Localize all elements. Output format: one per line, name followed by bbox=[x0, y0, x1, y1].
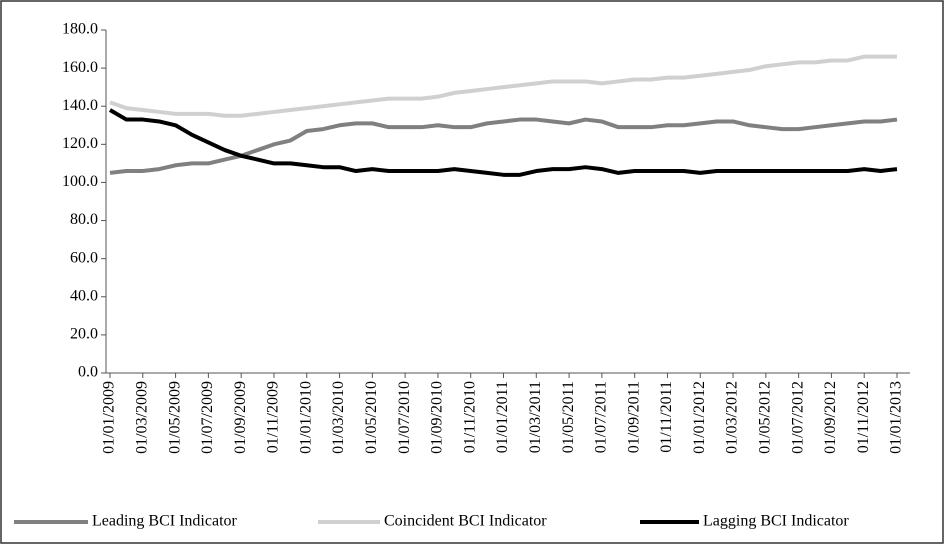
x-tick-label: 01/01/2011 bbox=[494, 381, 511, 453]
y-tick-label: 160.0 bbox=[62, 59, 98, 76]
x-tick-label: 01/05/2011 bbox=[560, 381, 577, 453]
y-tick-label: 100.0 bbox=[62, 173, 98, 190]
x-tick-label: 01/01/2009 bbox=[101, 381, 118, 454]
x-tick-label: 01/03/2010 bbox=[330, 381, 347, 454]
x-tick-label: 01/09/2009 bbox=[232, 381, 249, 454]
y-tick-label: 140.0 bbox=[62, 97, 98, 114]
x-tick-label: 01/09/2010 bbox=[429, 381, 446, 454]
legend-label: Leading BCI Indicator bbox=[92, 513, 238, 530]
x-tick-label: 01/03/2011 bbox=[527, 381, 544, 453]
x-tick-label: 01/07/2012 bbox=[789, 381, 806, 454]
y-tick-label: 120.0 bbox=[62, 135, 98, 152]
x-tick-label: 01/01/2012 bbox=[691, 381, 708, 454]
series-line bbox=[109, 54, 897, 118]
x-tick-label: 01/01/2013 bbox=[888, 381, 905, 454]
y-tick-label: 0.0 bbox=[78, 364, 98, 381]
legend-label: Coincident BCI Indicator bbox=[384, 513, 547, 530]
x-tick-label: 01/11/2010 bbox=[461, 381, 478, 453]
x-tick-label: 01/03/2009 bbox=[133, 381, 150, 454]
x-tick-label: 01/07/2011 bbox=[593, 381, 610, 453]
x-tick-label: 01/09/2012 bbox=[822, 381, 839, 454]
series-line bbox=[108, 108, 898, 177]
x-tick-label: 01/07/2009 bbox=[199, 381, 216, 454]
x-tick-label: 01/09/2011 bbox=[625, 381, 642, 453]
x-tick-label: 01/05/2009 bbox=[166, 381, 183, 454]
y-tick-label: 60.0 bbox=[70, 249, 98, 266]
x-tick-label: 01/03/2012 bbox=[724, 381, 741, 454]
x-tick-label: 01/11/2012 bbox=[855, 381, 872, 453]
x-tick-label: 01/11/2011 bbox=[658, 381, 675, 453]
legend-label: Lagging BCI Indicator bbox=[703, 513, 849, 530]
y-tick-label: 80.0 bbox=[70, 211, 98, 228]
x-tick-label: 01/07/2010 bbox=[396, 381, 413, 454]
y-tick-label: 180.0 bbox=[62, 21, 98, 38]
x-tick-label: 01/01/2010 bbox=[297, 381, 314, 454]
y-tick-label: 40.0 bbox=[70, 287, 98, 304]
x-tick-label: 01/11/2009 bbox=[265, 381, 282, 453]
x-tick-label: 01/05/2012 bbox=[757, 381, 774, 454]
y-tick-label: 20.0 bbox=[70, 326, 98, 343]
x-tick-label: 01/05/2010 bbox=[363, 381, 380, 454]
